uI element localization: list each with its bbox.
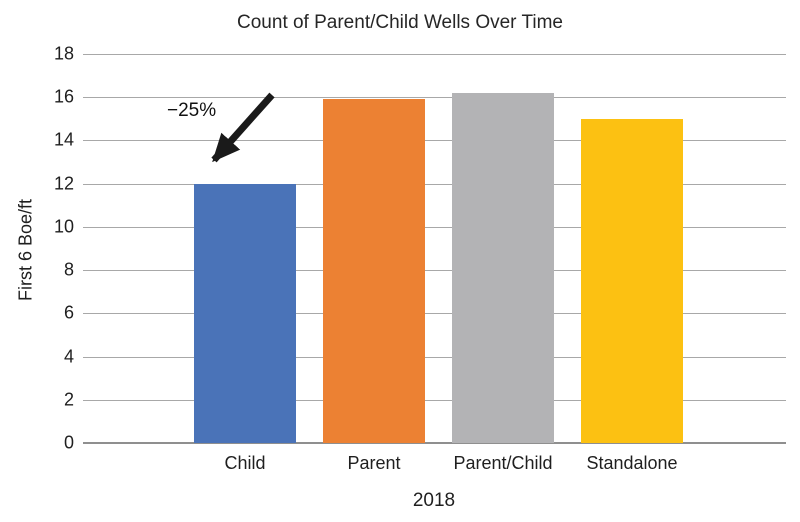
x-axis-title: 2018: [412, 490, 456, 511]
y-tick-label: 6: [63, 302, 74, 323]
gridline: [83, 226, 786, 228]
gridline: [83, 97, 786, 99]
y-tick-label: 2: [63, 389, 74, 410]
x-category-label: Child: [224, 453, 266, 473]
bar-child: [194, 183, 296, 443]
x-category-label: Standalone: [586, 453, 678, 473]
bar-standalone: [581, 118, 683, 443]
gridline: [83, 54, 786, 55]
y-tick-label: 0: [63, 432, 74, 453]
plot-area: [83, 54, 786, 444]
y-tick-label: 16: [53, 86, 74, 107]
y-tick-label: 8: [63, 259, 74, 280]
x-category-label: Parent: [347, 453, 401, 473]
chart-title: Count of Parent/Child Wells Over Time: [237, 12, 563, 33]
x-category-label: Parent/Child: [453, 453, 553, 473]
y-tick-label: 18: [53, 43, 74, 64]
gridline: [83, 399, 786, 401]
y-tick-label: 14: [53, 129, 74, 150]
gridline: [83, 270, 786, 272]
bar-parent-child: [452, 92, 554, 443]
y-tick-label: 12: [53, 173, 74, 194]
gridline: [83, 356, 786, 358]
percent-change-annotation: −25%: [167, 100, 217, 121]
y-tick-label: 4: [63, 346, 74, 367]
gridline: [83, 313, 786, 315]
y-axis-title: First 6 Boe/ft: [15, 198, 36, 302]
y-tick-label: 10: [53, 216, 74, 237]
bar-parent: [323, 99, 425, 443]
gridline: [83, 140, 786, 142]
gridline: [83, 183, 786, 185]
x-axis-line: [83, 442, 786, 444]
